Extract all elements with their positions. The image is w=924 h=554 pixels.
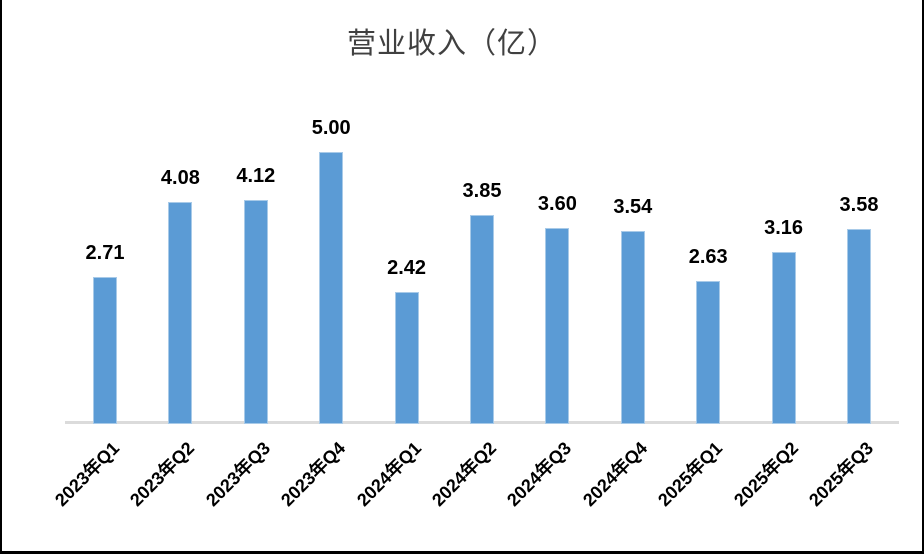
bar-value-label: 3.58 (839, 194, 879, 216)
x-axis-tick-label: 2025年Q1 (654, 438, 727, 511)
bar-value-label: 3.85 (462, 180, 502, 202)
bar (620, 231, 645, 424)
x-axis-tick-label: 2025年Q2 (729, 438, 802, 511)
bar (319, 152, 344, 424)
x-axis-tick-label: 2023年Q1 (50, 438, 124, 511)
x-axis-tick-label: 2025年Q3 (804, 438, 878, 511)
bar-value-label: 2.63 (688, 246, 728, 268)
bar (243, 200, 268, 424)
x-axis-tick-label: 2023年Q2 (126, 438, 199, 511)
x-axis-tick-label: 2024年Q1 (352, 438, 425, 511)
bar-value-label: 4.08 (160, 167, 200, 189)
x-axis-tick-label: 2024年Q3 (503, 438, 576, 511)
bar-value-label: 5.00 (311, 117, 351, 139)
bar (545, 228, 570, 424)
bar (771, 252, 796, 424)
bar (847, 229, 871, 424)
bar (168, 202, 193, 424)
bar (696, 281, 721, 424)
bar-value-label: 3.54 (613, 196, 653, 218)
bar (394, 292, 419, 424)
bar-value-label: 3.60 (537, 193, 577, 215)
x-axis-tick-label: 2023年Q3 (201, 438, 274, 511)
bar-value-label: 3.16 (764, 217, 804, 239)
chart-title: 营业收入（亿） (346, 28, 557, 60)
bar (93, 277, 117, 424)
x-axis-tick-label: 2024年Q4 (578, 438, 651, 511)
bar-value-label: 2.71 (85, 242, 125, 264)
x-axis-tick-label: 2024年Q2 (427, 438, 501, 511)
bar (470, 215, 494, 424)
x-axis-tick-label: 2023年Q4 (277, 438, 350, 511)
bar-value-label: 4.12 (236, 165, 276, 187)
bar-value-label: 2.42 (387, 257, 427, 279)
